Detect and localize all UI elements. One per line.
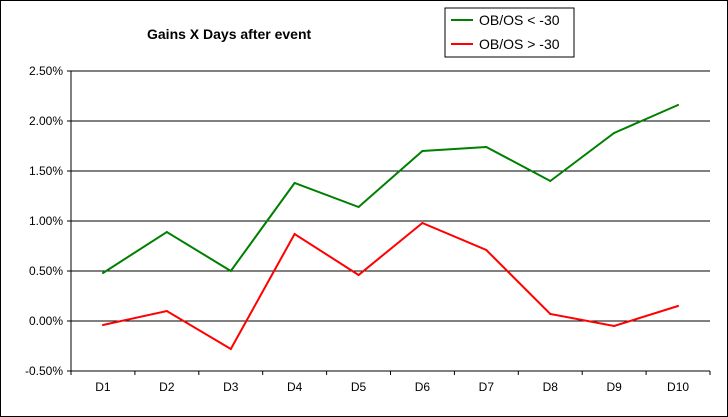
data-point-series-2 [549,313,552,315]
y-axis-tick-labels: -0.50% 0.00% 0.50% 1.00% 1.50% 2.00% 2.50% [25,64,63,378]
series-lines [101,104,680,351]
data-point-series-1 [229,270,232,272]
data-point-series-1 [677,104,680,106]
x-tick-label: D6 [415,380,431,394]
x-axis-tick-labels: D1 D2 D3 D4 D5 D6 D7 D8 D9 D10 [95,380,689,394]
y-tick-label: 0.00% [29,314,63,328]
legend-label-series-2: OB/OS > -30 [479,36,560,52]
x-tick-label: D8 [543,380,559,394]
series-line-1 [102,104,679,274]
x-tick-label: D3 [223,380,239,394]
data-point-series-2 [485,249,488,251]
x-tick-label: D9 [606,380,622,394]
data-point-series-1 [613,132,616,134]
data-point-series-2 [165,310,168,312]
data-point-series-2 [677,305,680,307]
data-point-series-1 [549,180,552,182]
data-point-series-2 [613,325,616,327]
chart-title: Gains X Days after event [147,26,312,42]
x-tick-label: D10 [667,380,689,394]
x-tick-label: D4 [287,380,303,394]
x-tick-label: D7 [479,380,495,394]
y-tick-label: 1.50% [29,164,63,178]
data-point-series-2 [421,222,424,224]
data-point-series-1 [485,146,488,148]
data-point-series-2 [229,348,232,350]
y-tick-label: 2.50% [29,64,63,78]
legend: OB/OS < -30 OB/OS > -30 [444,7,575,58]
y-tick-label: 1.00% [29,214,63,228]
x-tick-label: D5 [351,380,367,394]
legend-box [444,7,575,58]
data-point-series-1 [293,182,296,184]
gridlines [71,70,710,322]
y-tick-label: 2.00% [29,114,63,128]
x-tick-label: D2 [159,380,175,394]
data-point-series-1 [421,150,424,152]
data-point-series-2 [293,233,296,235]
data-point-series-2 [357,274,360,276]
data-point-series-2 [101,324,104,326]
y-tick-label: -0.50% [25,364,63,378]
data-point-series-1 [165,231,168,233]
axes [67,70,711,375]
series-line-2 [102,221,679,351]
x-tick-label: D1 [95,380,111,394]
data-point-series-1 [101,272,104,274]
y-tick-label: 0.50% [29,264,63,278]
legend-label-series-1: OB/OS < -30 [479,12,560,28]
data-point-series-1 [357,206,360,208]
